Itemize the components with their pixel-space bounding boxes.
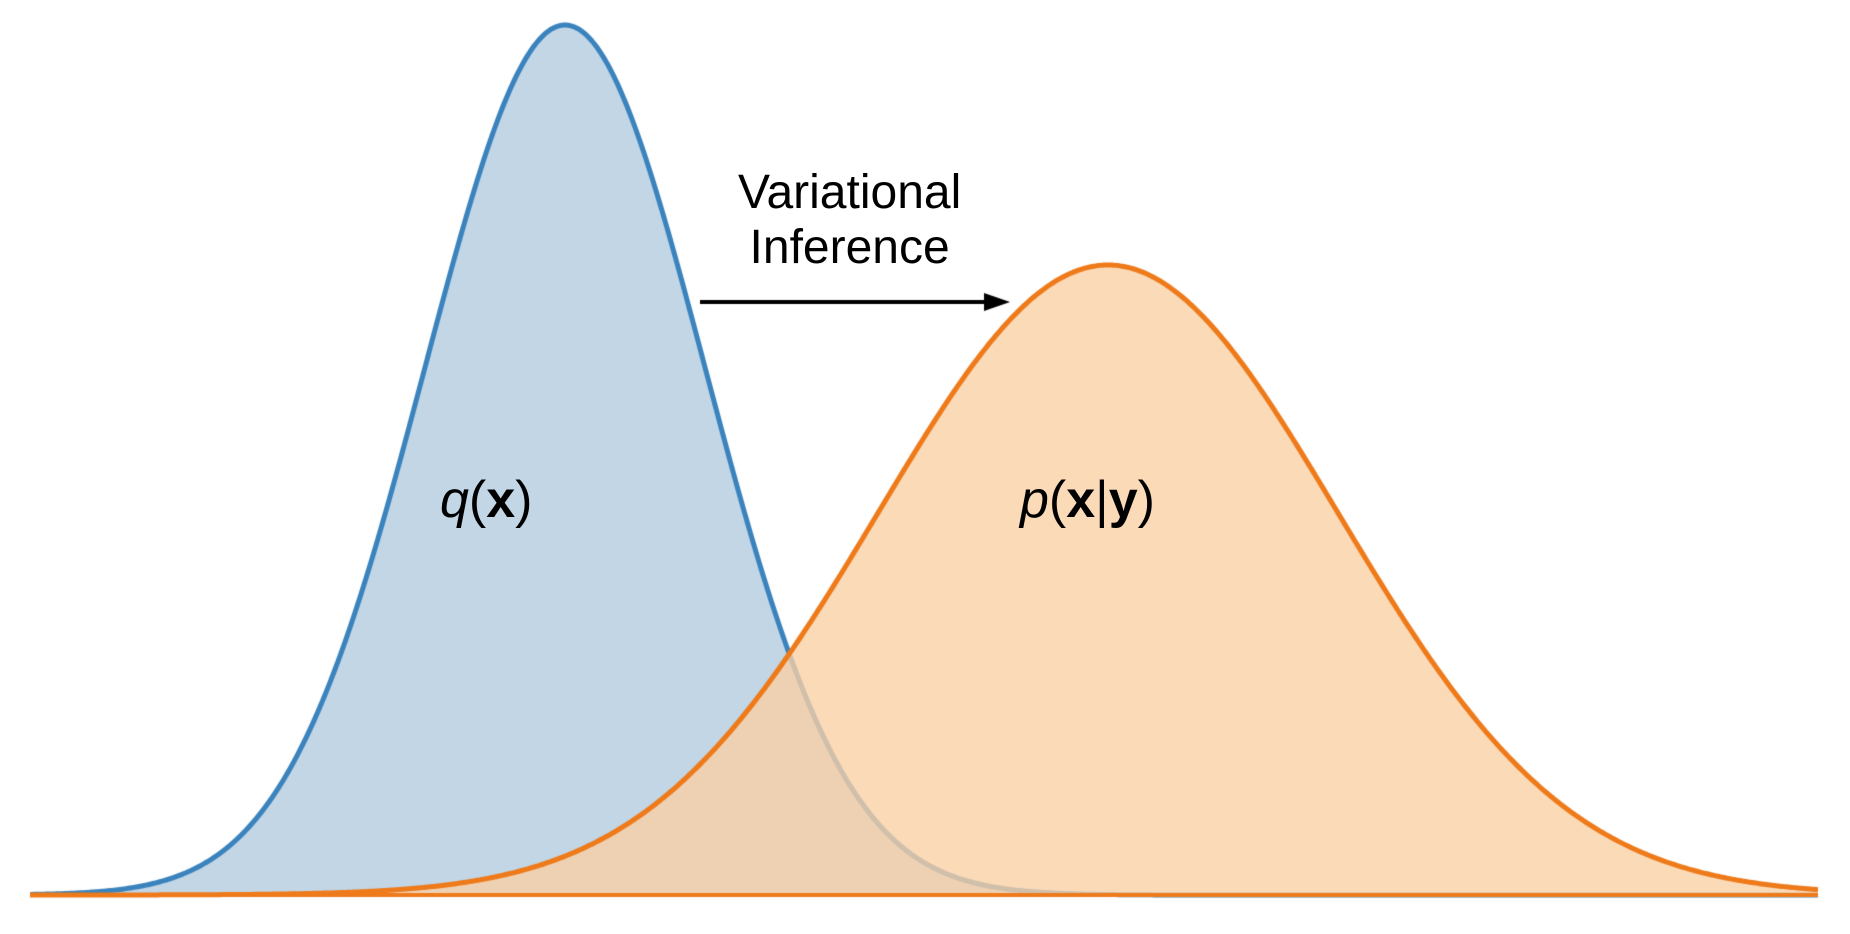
p-symbol: p bbox=[1020, 471, 1049, 529]
distribution-canvas bbox=[0, 0, 1850, 934]
q-distribution-label: q(x) bbox=[440, 470, 533, 530]
p-distribution-label: p(x|y) bbox=[1020, 470, 1155, 530]
q-symbol: q bbox=[440, 471, 469, 529]
q-x-var: x bbox=[486, 471, 515, 529]
title-label: Variational Inference bbox=[738, 165, 961, 275]
p-x-var: x bbox=[1066, 471, 1095, 529]
title-line2: Inference bbox=[750, 221, 950, 274]
p-y-var: y bbox=[1109, 471, 1138, 529]
title-line1: Variational bbox=[738, 166, 961, 219]
